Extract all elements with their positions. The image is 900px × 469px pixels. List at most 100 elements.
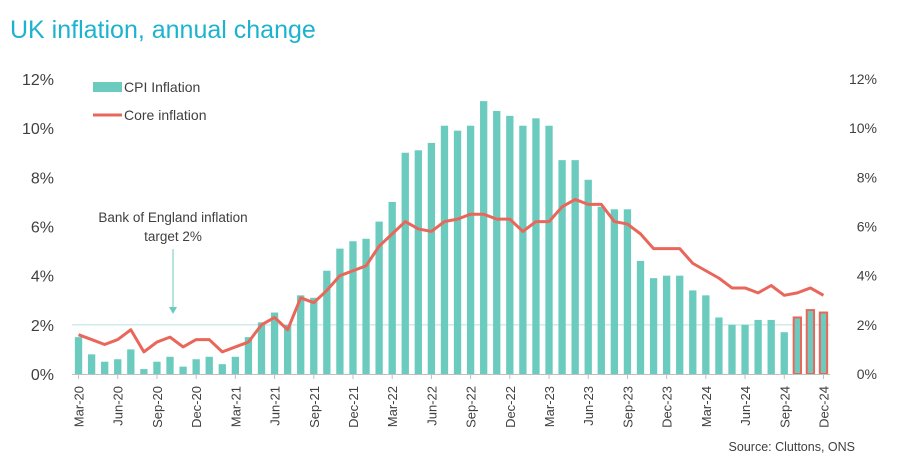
source-note: Source: Cluttons, ONS: [728, 440, 855, 454]
cpi-bar-Mar-20: [74, 337, 83, 374]
annotation-line1: Bank of England inflation: [98, 210, 247, 225]
cpi-bar-Aug-23: [610, 209, 619, 374]
x-tick-label-Mar-24: Mar-24: [699, 386, 714, 427]
x-tick-label-Dec-20: Dec-20: [189, 386, 204, 428]
x-tick-label-Mar-22: Mar-22: [385, 386, 400, 427]
cpi-bar-Apr-21: [244, 337, 253, 374]
y-tick-right-4: 8%: [857, 169, 877, 185]
annotation-line2: target 2%: [144, 229, 202, 244]
cpi-bar-Dec-22: [506, 115, 514, 374]
core-inflation-line: [78, 197, 825, 354]
cpi-bar-Aug-24: [767, 319, 775, 374]
cpi-bar-Jun-20: [114, 359, 122, 374]
legend-label-cpi: CPI Inflation: [124, 79, 200, 95]
cpi-bar-May-23: [571, 160, 579, 374]
cpi-bar-Apr-23: [558, 160, 566, 374]
cpi-bar-Oct-24: [792, 316, 802, 376]
x-tick-label-Jun-24: Jun-24: [738, 386, 753, 426]
cpi-bar-Feb-24: [689, 290, 697, 374]
cpi-bar-Oct-22: [480, 101, 488, 374]
x-tick-label-Dec-22: Dec-22: [503, 386, 518, 428]
x-tick-label-Jun-20: Jun-20: [111, 386, 126, 426]
cpi-bar-Apr-22: [401, 152, 409, 374]
cpi-bar-Jun-24: [741, 324, 749, 374]
cpi-bar-Mar-23: [545, 125, 553, 374]
x-tick-label-Jun-21: Jun-21: [268, 386, 283, 426]
cpi-bar-Feb-22: [375, 221, 383, 374]
cpi-bar-Sep-22: [466, 125, 475, 374]
cpi-bar-Sep-23: [623, 209, 632, 374]
x-tick-label-Sep-20: Sep-20: [150, 386, 165, 428]
cpi-bar-Feb-23: [532, 118, 540, 374]
cpi-bar-Apr-20: [87, 354, 96, 374]
x-tick-label-Mar-23: Mar-23: [542, 386, 557, 427]
y-tick-right-5: 10%: [849, 120, 877, 136]
cpi-bar-Jul-21: [283, 324, 292, 374]
annotation: Bank of England inflation target 2%: [98, 210, 248, 314]
chart-title: UK inflation, annual change: [10, 16, 316, 44]
y-tick-right-3: 6%: [857, 219, 877, 235]
y-tick-left-3: 6%: [31, 220, 54, 237]
x-tick-label-Dec-23: Dec-23: [660, 386, 675, 428]
cpi-bar-Dec-23: [662, 275, 671, 374]
cpi-bar-Nov-24: [805, 309, 816, 376]
x-tick-label-Sep-24: Sep-24: [777, 386, 792, 428]
cpi-bar-May-24: [728, 324, 736, 374]
x-tick-label-Sep-22: Sep-22: [464, 386, 479, 428]
y-tick-right-6: 12%: [849, 71, 877, 87]
cpi-bar-Dec-20: [192, 359, 200, 374]
cpi-bar-Jun-21: [270, 312, 279, 374]
cpi-bar-Jan-24: [676, 275, 684, 374]
y-tick-right-0: 0%: [857, 366, 877, 382]
cpi-bar-Jun-23: [584, 179, 592, 374]
cpi-bar-Jan-23: [519, 125, 527, 374]
x-tick-label-Dec-21: Dec-21: [346, 386, 361, 428]
cpi-bar-Dec-24: [818, 311, 829, 375]
cpi-bar-Mar-24: [702, 295, 710, 374]
cpi-bar-Jul-20: [127, 349, 135, 374]
x-tick-label-Mar-21: Mar-21: [228, 386, 243, 427]
annotation-arrow-head: [169, 307, 177, 314]
y-tick-left-5: 10%: [22, 121, 54, 138]
cpi-bar-Oct-21: [323, 270, 331, 374]
cpi-bar-Sep-20: [153, 361, 161, 374]
cpi-bar-May-20: [101, 361, 109, 374]
cpi-bar-Sep-21: [310, 297, 318, 374]
cpi-bar-Dec-21: [349, 241, 357, 374]
legend-label-core: Core inflation: [124, 107, 207, 123]
y-tick-left-4: 8%: [31, 170, 54, 187]
cpi-bar-Jul-24: [754, 319, 762, 374]
cpi-bar-Aug-20: [140, 369, 148, 374]
cpi-bar-Nov-21: [336, 248, 344, 374]
cpi-bar-Nov-22: [493, 110, 501, 374]
cpi-bar-Oct-20: [166, 356, 174, 374]
y-tick-right-1: 2%: [857, 317, 877, 333]
bars-layer: [74, 101, 829, 376]
cpi-bar-Jul-23: [597, 206, 605, 374]
y-tick-left-6: 12%: [22, 72, 54, 89]
cpi-bar-Aug-21: [297, 295, 305, 374]
x-tick-label-Mar-20: Mar-20: [72, 386, 87, 427]
legend-swatch-cpi: [93, 82, 122, 92]
y-tick-left-1: 2%: [31, 318, 54, 335]
x-tick-label-Dec-24: Dec-24: [816, 386, 831, 428]
x-tick-label-Sep-21: Sep-21: [307, 386, 322, 428]
cpi-bar-Mar-22: [388, 201, 396, 374]
y-tick-left-0: 0%: [31, 367, 54, 384]
cpi-bar-Jul-22: [440, 125, 449, 374]
x-tick-label-Jun-23: Jun-23: [581, 386, 596, 426]
cpi-bar-Jan-21: [205, 356, 213, 374]
cpi-bar-Sep-24: [780, 332, 788, 374]
cpi-bar-May-21: [257, 322, 266, 374]
cpi-bar-Jun-22: [427, 142, 436, 374]
cpi-bar-Oct-23: [636, 260, 645, 374]
cpi-bar-Mar-21: [231, 356, 240, 374]
axes-layer: 0% 2% 4% 6% 8% 10% 12% 0% 2% 4% 6% 8% 10% 12% Mar-20 Ju…: [22, 71, 877, 428]
cpi-bar-Nov-20: [179, 366, 187, 374]
y-tick-right-2: 4%: [857, 268, 877, 284]
legend: CPI Inflation Core inflation: [93, 79, 207, 123]
x-tick-label-Sep-23: Sep-23: [620, 386, 635, 428]
cpi-bar-Apr-24: [715, 317, 723, 374]
cpi-bar-Jan-22: [362, 238, 370, 374]
